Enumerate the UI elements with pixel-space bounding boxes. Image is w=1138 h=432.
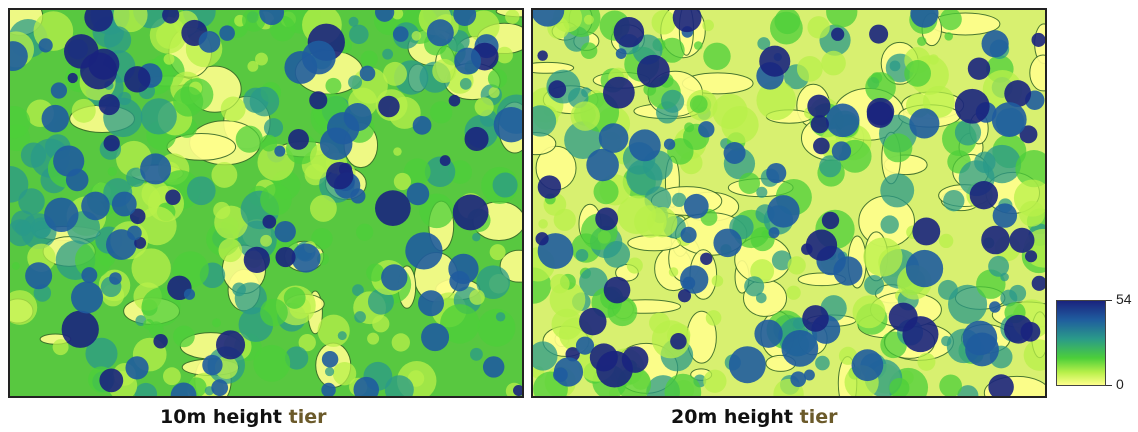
canopy-height-map-10m-image <box>10 10 522 396</box>
caption-20m-tier: tier <box>799 406 838 428</box>
canopy-height-map-20m-image <box>533 10 1045 396</box>
canopy-height-map-10m <box>8 8 524 398</box>
colorbar-min-label: 0 <box>1116 376 1124 392</box>
caption-20m: 20m height tier <box>671 404 837 430</box>
caption-10m: 10m height tier <box>160 404 326 430</box>
colorbar-max-label: 54 <box>1116 291 1132 307</box>
caption-10m-tier: tier <box>288 406 327 428</box>
colorbar-tick-min <box>1106 385 1112 386</box>
colorbar-legend <box>1056 300 1106 386</box>
canopy-height-map-20m <box>531 8 1047 398</box>
caption-20m-main: 20m height <box>671 406 793 428</box>
caption-10m-main: 10m height <box>160 406 282 428</box>
colorbar-tick-max <box>1106 300 1112 301</box>
